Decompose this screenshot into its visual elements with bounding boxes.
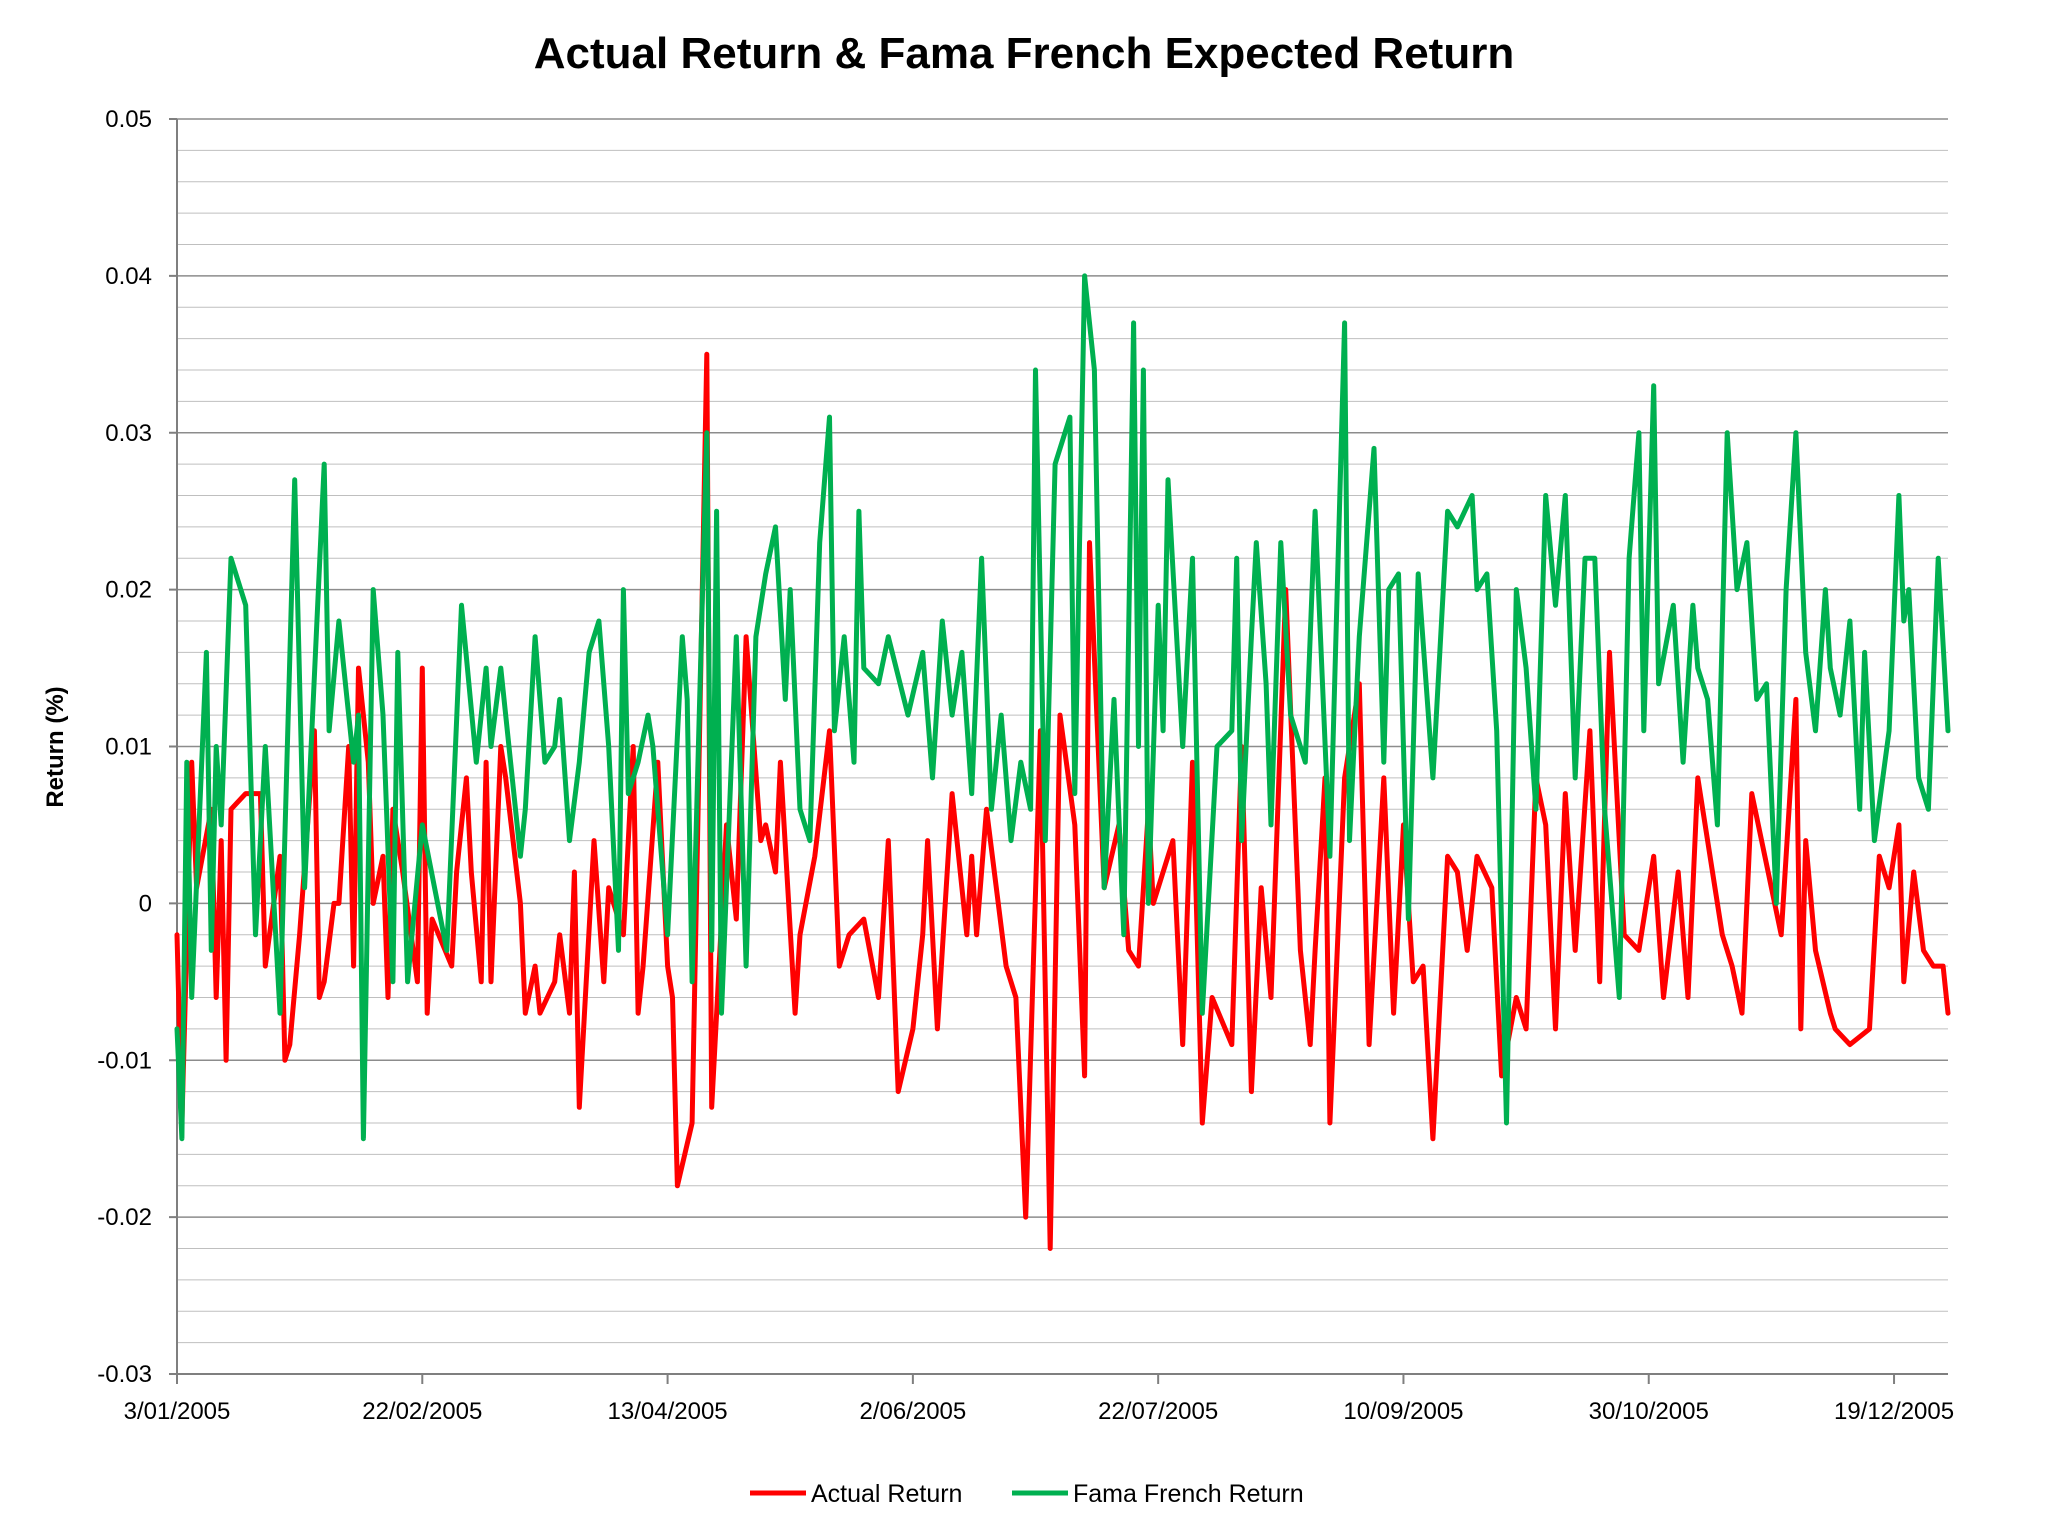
y-tick-labels: 0.05 0.04 0.03 0.02 0.01 0 -0.01 -0.02 -0.03 — [97, 106, 177, 1388]
y-tick-label: 0.05 — [105, 106, 152, 133]
x-tick-label: 13/04/2005 — [608, 1398, 728, 1425]
y-axis-label: Return (%) — [42, 686, 69, 807]
legend: Actual Return Fama French Return — [750, 1480, 1304, 1508]
gridlines — [177, 118, 1948, 1344]
y-tick-label: -0.02 — [97, 1204, 152, 1231]
x-tick-labels: 3/01/2005 22/02/2005 13/04/2005 2/06/2005 22… — [124, 1374, 1954, 1425]
series-line-fama-french-return — [174, 273, 1951, 1142]
series-line-actual-return — [174, 351, 1951, 1251]
y-tick-label: 0.04 — [105, 263, 152, 290]
y-tick-label: -0.03 — [97, 1361, 152, 1388]
legend-label-fama-french-return: Fama French Return — [1073, 1480, 1304, 1508]
x-tick-label: 10/09/2005 — [1343, 1398, 1463, 1425]
y-tick-label: 0.01 — [105, 734, 152, 761]
y-tick-label: 0 — [139, 890, 152, 917]
series-lines — [174, 273, 1951, 1251]
x-tick-label: 2/06/2005 — [859, 1398, 966, 1425]
x-tick-label: 3/01/2005 — [124, 1398, 231, 1425]
x-tick-label: 19/12/2005 — [1834, 1398, 1954, 1425]
legend-label-actual-return: Actual Return — [811, 1480, 962, 1508]
x-tick-label: 22/07/2005 — [1098, 1398, 1218, 1425]
chart-title: Actual Return & Fama French Expected Ret… — [534, 29, 1514, 78]
y-tick-label: -0.01 — [97, 1047, 152, 1074]
y-tick-label: 0.02 — [105, 577, 152, 604]
x-tick-label: 30/10/2005 — [1589, 1398, 1709, 1425]
x-tick-label: 22/02/2005 — [362, 1398, 482, 1425]
y-tick-label: 0.03 — [105, 420, 152, 447]
